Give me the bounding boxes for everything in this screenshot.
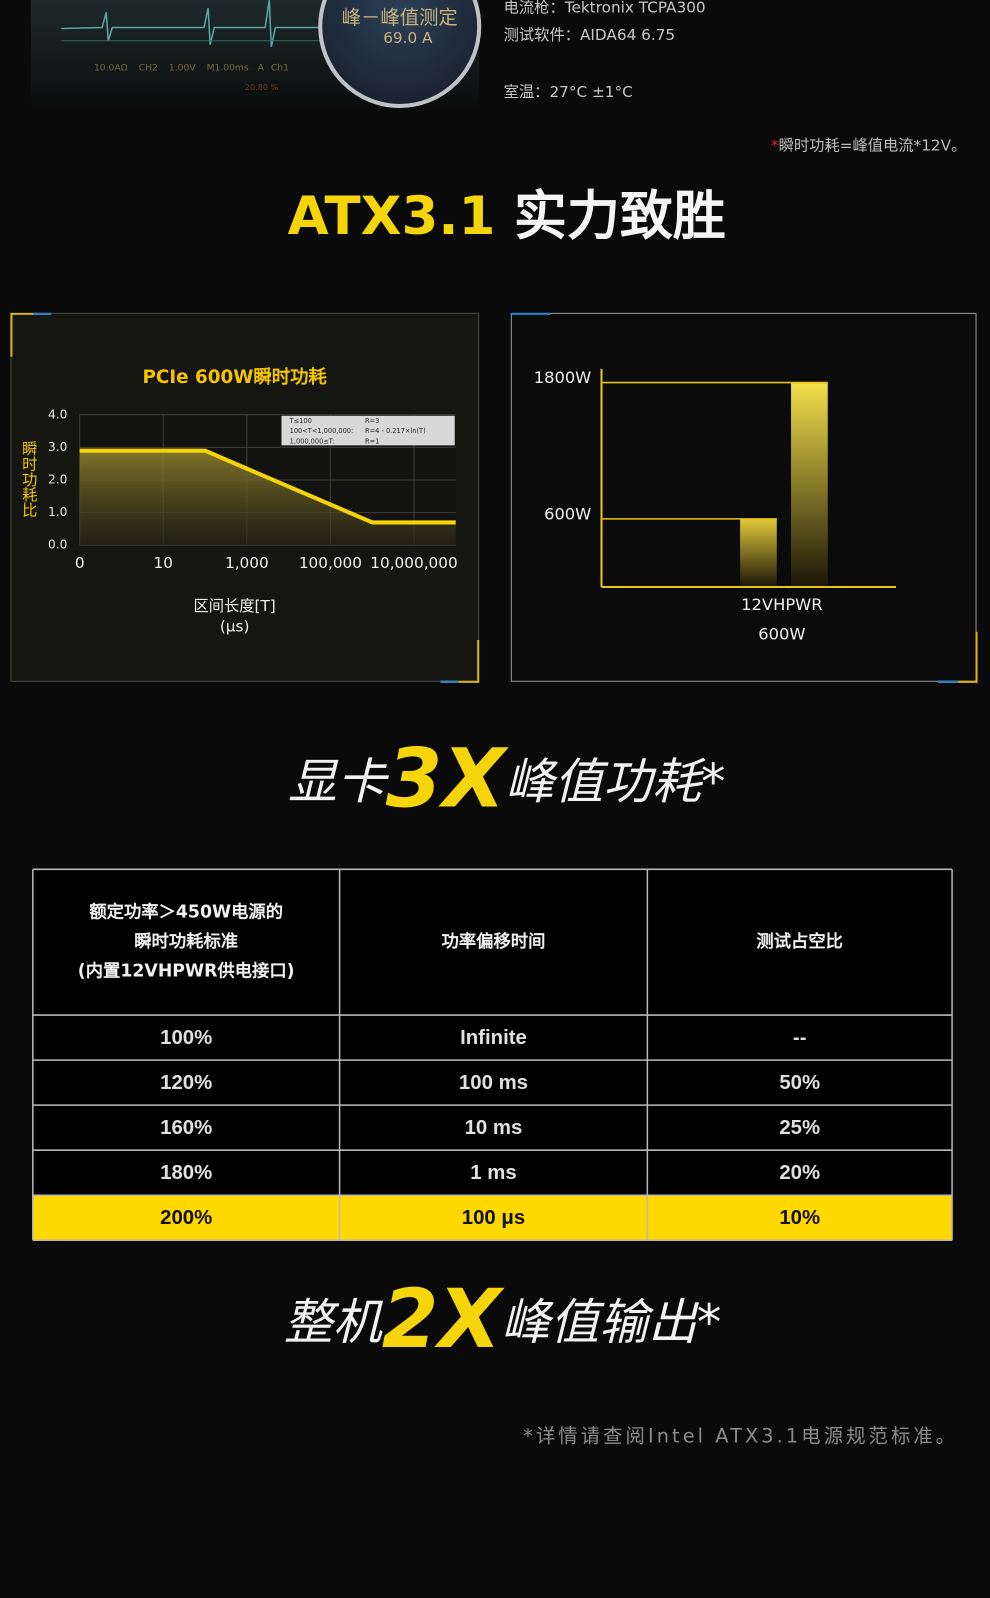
scope-readout: 20.80 % <box>245 82 279 92</box>
info-line: 测试软件：AIDA64 6.75 <box>504 26 675 44</box>
heading-part: 峰值输出* <box>501 1293 721 1350</box>
x-tick-label: 10 <box>154 554 173 572</box>
magnifier-value: 69.0 A <box>383 29 433 47</box>
info-line: 室温：27°C ±1°C <box>504 83 633 101</box>
annotation-text: R=1 <box>365 437 379 445</box>
scope-status-item: M1.00ms <box>207 62 249 73</box>
chart-title: PCIe 600W瞬时功耗 <box>142 366 327 388</box>
annotation-text: 1,000,000≤T: <box>290 437 335 445</box>
y-tick-label: 600W <box>544 504 591 523</box>
category-note: 600W <box>758 624 805 643</box>
table-cell: 50% <box>779 1072 820 1094</box>
highlight-row <box>32 1195 953 1241</box>
table-cell: 100 μs <box>462 1207 525 1229</box>
scope-status-item: CH2 <box>139 62 158 73</box>
table-cell: 160% <box>160 1117 212 1139</box>
y-tick-label: 3.0 <box>48 440 67 454</box>
magnifier <box>318 0 482 109</box>
header-cell: (内置12VHPWR供电接口) <box>78 961 295 982</box>
y-tick-label: 1800W <box>534 368 592 387</box>
footnote-mark: * <box>771 136 779 154</box>
scope-status-item: A <box>258 62 265 73</box>
x-tick-label: 0 <box>75 554 85 572</box>
bar <box>740 518 777 588</box>
info-line: 电流枪：Tektronix TCPA300 <box>504 0 706 17</box>
heading-part: 显卡 <box>288 753 390 810</box>
scope-status: 10.0AΩ CH2 1.00V M1.00ms A Ch1 <box>94 62 289 73</box>
table-cell: 100% <box>160 1027 212 1049</box>
footer-note: *详情请查阅Intel ATX3.1电源规范标准。 <box>523 1424 958 1447</box>
scope-status-item: 10.0AΩ <box>94 62 128 73</box>
scope-photo: 10.0AΩ CH2 1.00V M1.00ms A Ch1 20.80 % 峰… <box>30 0 482 109</box>
heading-part: 峰值功耗* <box>505 753 725 810</box>
x-axis-label: 区间长度[T] <box>193 597 275 615</box>
header-cell: 瞬时功耗标准 <box>134 931 238 952</box>
y-tick-label: 4.0 <box>48 407 67 421</box>
y-tick-label: 2.0 <box>48 473 67 487</box>
headline-accent: ATX3.1 <box>288 186 496 247</box>
table-cell: 1 ms <box>470 1162 516 1184</box>
headline-text: 实力致胜 <box>495 186 725 247</box>
chart-panel <box>510 312 977 682</box>
system-heading: 整机2X峰值输出* <box>284 1272 722 1367</box>
table-cell: -- <box>793 1027 807 1049</box>
waveform <box>61 0 327 48</box>
table-cell: Infinite <box>460 1027 527 1049</box>
table-cell: 200% <box>160 1207 212 1229</box>
header-cell: 测试占空比 <box>756 931 843 952</box>
heading-accent: 3X <box>386 732 510 827</box>
heading-accent: 2X <box>382 1272 506 1367</box>
scope-status-item: 1.00V <box>169 62 196 73</box>
table-cell: 100 ms <box>459 1072 528 1094</box>
annotation-text: T≤100 <box>289 417 312 425</box>
y-tick-label: 1.0 <box>48 505 67 519</box>
area <box>79 450 456 546</box>
annotation-box <box>281 415 455 446</box>
header-cell: 额定功率＞450W电源的 <box>89 902 283 923</box>
x-axis-label: (μs) <box>220 617 250 635</box>
table-cell: 120% <box>160 1072 212 1094</box>
annotation-text: R=3 <box>365 417 379 425</box>
annotation-text: 100<T<1,000,000: <box>290 427 354 435</box>
x-tick-label: 10,000,000 <box>370 554 457 572</box>
table-background <box>32 869 953 1241</box>
headline: ATX3.1 实力致胜 <box>288 186 726 247</box>
table-cell: 10% <box>779 1207 820 1229</box>
footnote: *瞬时功耗=峰值电流*12V。 <box>771 136 966 154</box>
table-cell: 10 ms <box>465 1117 523 1139</box>
gpu-heading: 显卡3X峰值功耗* <box>288 732 726 827</box>
footnote-text: 瞬时功耗=峰值电流*12V。 <box>779 136 967 154</box>
heading-part: 整机 <box>284 1293 384 1350</box>
y-tick-label: 0.0 <box>48 538 67 552</box>
annotation-text: R=4 - 0.217×ln(T) <box>365 427 426 435</box>
header-cell: 功率偏移时间 <box>442 931 546 952</box>
x-tick-label: 12VHPWR <box>741 595 822 614</box>
x-tick-label: 1,000 <box>225 554 269 572</box>
table-cell: 25% <box>779 1117 820 1139</box>
scope-status-item: Ch1 <box>271 62 289 73</box>
line <box>79 448 456 525</box>
table-cell: 180% <box>160 1162 212 1184</box>
y-axis-label: 瞬时功耗比 <box>20 441 38 518</box>
magnifier-label: 峰－峰值测定 <box>342 6 458 29</box>
bar <box>791 382 828 588</box>
x-tick-label: 100,000 <box>299 554 362 572</box>
table-cell: 20% <box>779 1162 820 1184</box>
